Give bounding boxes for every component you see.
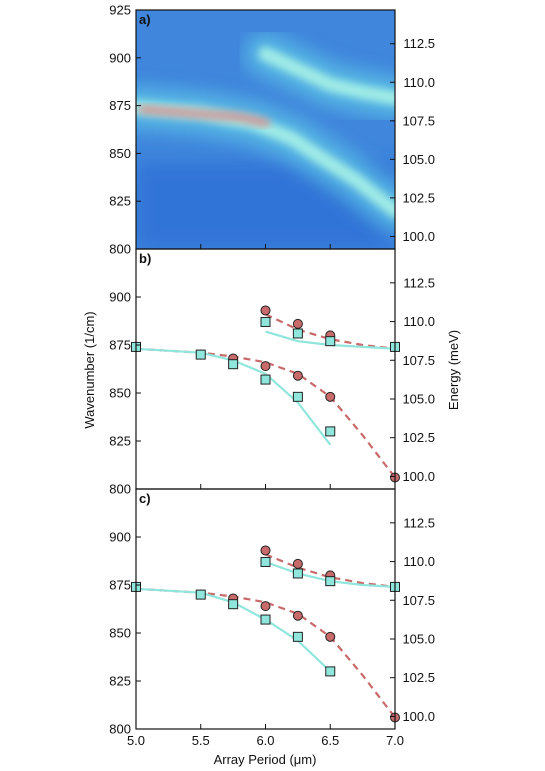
- data-point-circle: [325, 391, 336, 402]
- data-point-circle: [260, 361, 271, 372]
- y-tick-label-right: 105.0: [402, 631, 435, 646]
- panel-a: 800 825 850 875 900 925 100.0 102.5 105.0 107.5 11…: [109, 3, 435, 257]
- data-point-square: [260, 614, 271, 625]
- y-tick-label-left: 900: [109, 50, 131, 65]
- y-tick-label-right: 102.5: [402, 190, 435, 205]
- series-line-dashed: [135, 587, 396, 719]
- heatmap-hot-spot: [137, 104, 270, 128]
- data-point-circle: [292, 558, 303, 569]
- y-tick-label-right: 107.5: [402, 113, 435, 128]
- data-point-square: [325, 666, 336, 677]
- y-tick-label-right: 102.5: [402, 670, 435, 685]
- heatmap-image: [136, 10, 395, 249]
- data-point-square: [325, 336, 336, 347]
- x-tick-label: 6.5: [321, 733, 339, 748]
- data-point-circle: [260, 545, 271, 556]
- y-tick-label-right: 112.5: [403, 275, 435, 290]
- y-tick-label-right: 110.0: [403, 314, 435, 329]
- y-tick-label-left: 875: [109, 98, 131, 113]
- x-tick-label: 5.0: [127, 733, 145, 748]
- y-tick-label-left: 800: [109, 242, 131, 257]
- series-line-dashed: [135, 347, 396, 479]
- data-point-square: [292, 391, 303, 402]
- x-axis-title: Array Period (μm): [214, 752, 317, 767]
- data-point-square: [292, 568, 303, 579]
- data-point-square: [228, 599, 239, 610]
- y-tick-label-left: 800: [109, 722, 131, 737]
- y-tick-label-right: 100.0: [402, 229, 435, 244]
- data-point-square: [195, 349, 206, 360]
- y-axis-title-wavenumber: Wavenumber (1/cm): [82, 311, 97, 428]
- data-point-square: [292, 631, 303, 642]
- y-tick-label-left: 850: [109, 146, 131, 161]
- y-tick-label-left: 850: [109, 386, 131, 401]
- y-tick-label-right: 105.0: [402, 152, 435, 167]
- series-line-dashed: [265, 313, 396, 350]
- panel-c-label: c): [139, 491, 151, 506]
- y-tick-label-left: 875: [109, 578, 131, 593]
- y-tick-label-right: 107.5: [402, 353, 435, 368]
- y-tick-label-right: 110.0: [403, 554, 435, 569]
- y-tick-label-right: 102.5: [402, 430, 435, 445]
- y-tick-label-right: 107.5: [402, 593, 435, 608]
- data-point-circle: [292, 318, 303, 329]
- y-tick-label-right: 110.0: [403, 75, 435, 90]
- panel-b-label: b): [139, 251, 151, 266]
- x-tick-label: 5.5: [192, 733, 210, 748]
- data-point-circle: [325, 631, 336, 642]
- data-point-circle: [292, 370, 303, 381]
- data-point-square: [292, 328, 303, 339]
- y-tick-label-left: 825: [109, 434, 131, 449]
- data-point-square: [260, 316, 271, 327]
- y-tick-label-left: 850: [109, 626, 131, 641]
- y-tick-label-right: 112.5: [403, 36, 435, 51]
- x-tick-label: 7.0: [386, 733, 404, 748]
- series-line-dashed: [265, 553, 396, 588]
- heatmap-ridge-core: [258, 47, 395, 105]
- y-tick-label-left: 900: [109, 290, 131, 305]
- y-tick-label-left: 925: [109, 3, 131, 18]
- data-point-circle: [260, 601, 271, 612]
- y-tick-label-left: 800: [109, 482, 131, 497]
- data-point-circle: [292, 610, 303, 621]
- y-tick-label-left: 825: [109, 194, 131, 209]
- data-point-square: [228, 359, 239, 370]
- y-axis-title-energy: Energy (meV): [446, 330, 461, 410]
- data-point-square: [325, 426, 336, 437]
- data-point-square: [325, 576, 336, 587]
- y-tick-label-left: 875: [109, 338, 131, 353]
- y-tick-label-right: 100.0: [402, 709, 435, 724]
- y-tick-label-left: 900: [109, 530, 131, 545]
- panel-c: 800 825 850 875 900 100.0 102.5 105.0 107.5 110.0…: [109, 488, 435, 748]
- y-tick-label-right: 100.0: [402, 469, 435, 484]
- series-line-solid: [135, 587, 332, 673]
- x-tick-label: 6.0: [256, 733, 274, 748]
- y-tick-label-right: 112.5: [403, 515, 435, 530]
- panel-b: 800 825 850 875 900 100.0 102.5 105.0 107.5 110.0…: [109, 248, 435, 497]
- data-point-square: [260, 374, 271, 385]
- data-point-square: [195, 589, 206, 600]
- data-point-circle: [260, 305, 271, 316]
- series-line-solid: [135, 347, 332, 446]
- y-tick-label-right: 105.0: [402, 391, 435, 406]
- data-point-square: [260, 556, 271, 567]
- panel-a-label: a): [139, 12, 151, 27]
- y-tick-label-left: 825: [109, 674, 131, 689]
